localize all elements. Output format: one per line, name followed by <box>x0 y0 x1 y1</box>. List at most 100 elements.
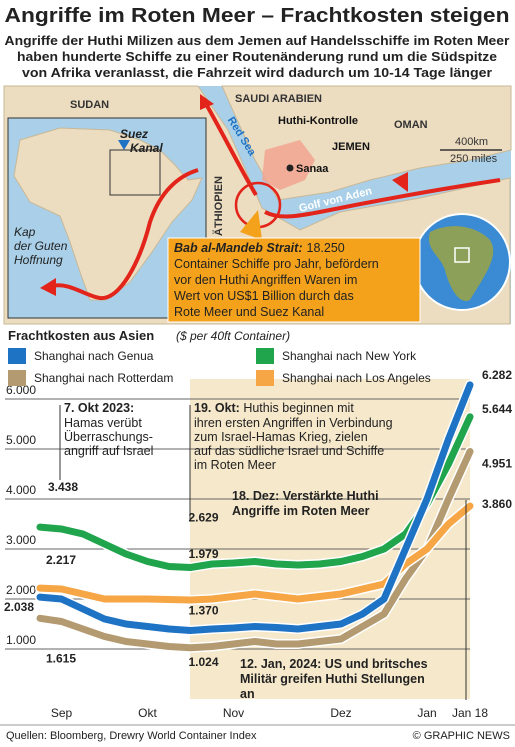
globe-box <box>454 247 470 263</box>
sanaa-dot <box>286 164 294 172</box>
line <box>36 448 474 652</box>
arrow <box>392 172 408 192</box>
legend-swatch <box>8 370 26 386</box>
arrow <box>40 278 56 296</box>
chart-subtitle: ($ per 40ft Container) <box>176 329 290 343</box>
y-tick-label: 5.000 <box>6 433 36 447</box>
inset-label: Hoffnung <box>14 253 63 267</box>
value-label: 1.979 <box>189 547 219 561</box>
value-label: 1.615 <box>46 651 76 665</box>
scale-label: 250 miles <box>450 153 498 165</box>
subtitle: Angriffe der Huthi Milizen aus dem Jemen… <box>5 34 510 48</box>
annotation-text: zum Israel-Hamas Krieg, zielen <box>194 430 368 444</box>
inset-label: Suez <box>120 127 148 141</box>
value-label: 4.951 <box>482 456 512 470</box>
credit: © GRAPHIC NEWS <box>413 730 510 742</box>
legend-swatch <box>256 370 274 386</box>
value-label: 5.644 <box>482 402 512 416</box>
subtitle: haben hunderte Schiffe zu einer Routenän… <box>17 50 497 64</box>
annotation-date: 19. Okt: <box>194 401 240 415</box>
callout-pointer <box>240 210 262 240</box>
legend-swatch <box>256 348 274 364</box>
callout-box <box>167 237 421 323</box>
map-label: OMAN <box>394 119 428 131</box>
y-tick-label: 2.000 <box>6 583 36 597</box>
inset-africa <box>13 127 203 301</box>
arrow <box>200 94 214 110</box>
map-label: JEMEN <box>332 141 370 153</box>
callout-text: Wert von US$1 Billion durch das <box>174 289 354 303</box>
legend-label: Shanghai nach Genua <box>34 349 154 363</box>
annotations: 7. Okt 2023: Hamas verübt Überraschungs-… <box>59 401 467 701</box>
source: Quellen: Bloomberg, Drewry World Contain… <box>6 730 257 742</box>
annotation-text: ihren ersten Angriffen in Verbindung <box>194 416 393 430</box>
annotation-text: Angriffe im Roten Meer <box>232 504 370 518</box>
map-label: ÄTHIOPIEN <box>212 176 225 236</box>
annotation-date: 12. Jan, 2024: US und britsches <box>240 657 428 671</box>
annotation-text: angriff auf Israel <box>64 444 153 458</box>
y-tick-label: 3.000 <box>6 533 36 547</box>
inset-box <box>109 149 161 196</box>
legend-label: Shanghai nach Rotterdam <box>34 371 173 385</box>
scale-label: 400km <box>455 136 488 148</box>
value-label: 1.024 <box>189 655 219 669</box>
globe-land <box>428 226 494 301</box>
map-label: Huthi-Kontrolle <box>278 115 358 127</box>
subtitle: von Afrika veranlasst, die Fahrzeit wird… <box>22 66 492 80</box>
legend-label: Shanghai nach New York <box>282 349 417 363</box>
x-tick-label: Jan <box>417 706 436 720</box>
route-red-sea <box>204 103 258 197</box>
value-label: 2.629 <box>189 511 219 525</box>
x-tick-label: Dez <box>330 706 351 720</box>
route-gulf <box>264 178 501 219</box>
value-label: 2.038 <box>4 600 34 614</box>
line <box>36 413 474 571</box>
annotation-text: auf das südliche Israel und Schiffe <box>194 444 384 458</box>
annotation-text: Hamas verübt <box>64 416 142 430</box>
value-label: 3.438 <box>48 480 78 494</box>
line <box>36 381 474 634</box>
annotation-date: 7. Okt 2023: <box>64 401 134 415</box>
callout-text: Rote Meer und Suez Kanal <box>174 305 324 319</box>
value-label: 2.217 <box>46 553 76 567</box>
chart: Frachtkosten aus Asien ($ per 40ft Conta… <box>4 328 512 720</box>
inset-label: Kanal <box>130 141 163 155</box>
inset-label: Kap <box>14 225 36 239</box>
callout-text: vor den Huthi Angriffen Waren im <box>174 273 357 287</box>
annotation-text: 19. Okt: Huthis beginnen mit <box>194 401 354 415</box>
x-tick-label: Jan 18 <box>452 706 488 720</box>
annotation-text: im Roten Meer <box>194 458 276 472</box>
y-tick-label: 4.000 <box>6 483 36 497</box>
x-tick-label: Okt <box>138 706 157 720</box>
suez-marker <box>118 140 130 150</box>
x-tick-label: Nov <box>223 706 244 720</box>
route-inset <box>51 168 199 300</box>
callout-text: Bab al-Mandeb Strait: 18.250 <box>174 241 345 255</box>
legend-label: Shanghai nach Los Angeles <box>282 371 431 385</box>
callout-text: Container Schiffe pro Jahr, befördern <box>174 257 379 271</box>
annotation-text: Militär greifen Huthi Stellungen <box>240 672 425 686</box>
annotation-text: Überraschungs- <box>64 430 153 444</box>
inset-label: der Guten <box>14 239 68 253</box>
y-tick-label: 6.000 <box>6 383 36 397</box>
annotation-text: Huthis beginnen mit <box>240 401 354 415</box>
annotation-text: an <box>240 687 255 701</box>
title: Angriffe im Roten Meer – Frachtkosten st… <box>5 5 510 27</box>
annotation-date: 18. Dez: Verstärkte Huthi <box>232 489 379 503</box>
value-label: 3.860 <box>482 497 512 511</box>
map-label: SAUDI ARABIEN <box>235 93 322 105</box>
inset-label: Kanal <box>130 141 163 155</box>
map-label: Sanaa <box>296 163 329 175</box>
value-label: 6.282 <box>482 368 512 382</box>
chart-title: Frachtkosten aus Asien <box>8 328 154 343</box>
callout-title: Bab al-Mandeb Strait: <box>174 241 303 255</box>
value-label: 1.370 <box>189 604 219 618</box>
legend-swatch <box>8 348 26 364</box>
x-tick-label: Sep <box>51 706 73 720</box>
y-tick-label: 1.000 <box>6 633 36 647</box>
callout-line: 18.250 <box>307 241 345 255</box>
callout: Bab al-Mandeb Strait: 18.250 Container Sc… <box>167 210 421 323</box>
inset-label: Suez <box>120 127 148 141</box>
